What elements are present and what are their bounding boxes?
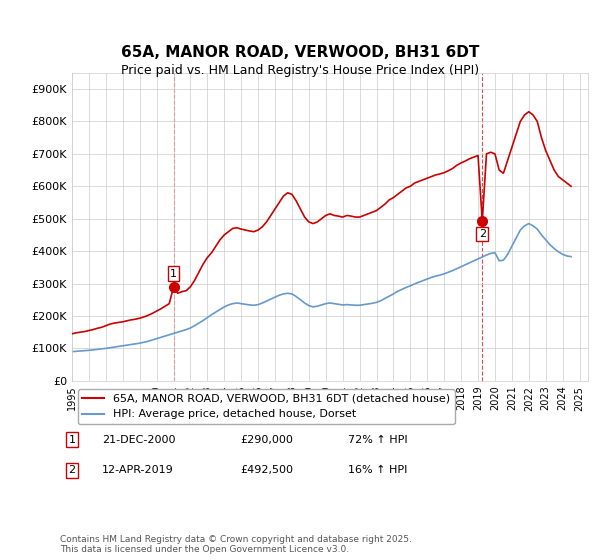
Text: 12-APR-2019: 12-APR-2019 [102, 465, 174, 475]
Text: 1: 1 [68, 435, 76, 445]
Text: 65A, MANOR ROAD, VERWOOD, BH31 6DT: 65A, MANOR ROAD, VERWOOD, BH31 6DT [121, 45, 479, 60]
Text: 16% ↑ HPI: 16% ↑ HPI [348, 465, 407, 475]
Text: Contains HM Land Registry data © Crown copyright and database right 2025.
This d: Contains HM Land Registry data © Crown c… [60, 535, 412, 554]
Text: £290,000: £290,000 [240, 435, 293, 445]
Legend: 65A, MANOR ROAD, VERWOOD, BH31 6DT (detached house), HPI: Average price, detache: 65A, MANOR ROAD, VERWOOD, BH31 6DT (deta… [77, 389, 455, 424]
Text: Price paid vs. HM Land Registry's House Price Index (HPI): Price paid vs. HM Land Registry's House … [121, 64, 479, 77]
Text: £492,500: £492,500 [240, 465, 293, 475]
Text: 1: 1 [170, 269, 177, 279]
Text: 2: 2 [479, 229, 486, 239]
Text: 2: 2 [68, 465, 76, 475]
Text: 72% ↑ HPI: 72% ↑ HPI [348, 435, 407, 445]
Text: 21-DEC-2000: 21-DEC-2000 [102, 435, 176, 445]
